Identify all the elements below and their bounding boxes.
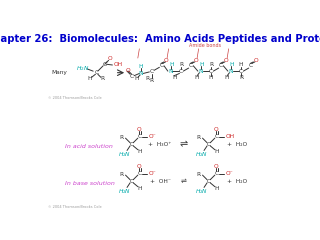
Text: O: O	[223, 58, 228, 63]
Text: R: R	[179, 62, 183, 67]
Text: Many: Many	[52, 70, 68, 75]
Text: R: R	[197, 172, 201, 177]
Text: O: O	[125, 68, 130, 73]
Text: O⁻: O⁻	[148, 171, 156, 176]
Text: H: H	[209, 75, 213, 80]
Text: H: H	[214, 186, 219, 191]
Text: OH: OH	[113, 62, 122, 67]
Text: N: N	[228, 69, 232, 74]
Text: R: R	[120, 135, 124, 140]
Text: N: N	[198, 69, 203, 74]
Text: H: H	[199, 62, 204, 67]
Text: C: C	[150, 69, 154, 74]
Text: © 2004 Thomson/Brooks Cole: © 2004 Thomson/Brooks Cole	[49, 205, 102, 210]
Text: C: C	[137, 171, 141, 176]
Text: $H_2N$: $H_2N$	[76, 64, 90, 72]
Text: ⇌: ⇌	[179, 139, 187, 149]
Text: H: H	[229, 62, 234, 67]
Text: ⇌: ⇌	[180, 178, 186, 184]
Text: OH: OH	[226, 134, 235, 139]
Text: C: C	[130, 142, 134, 147]
Text: H: H	[172, 75, 177, 80]
Text: © 2004 Thomson/Brooks Cole: © 2004 Thomson/Brooks Cole	[49, 96, 102, 100]
Text: H: H	[214, 149, 219, 154]
Text: In base solution: In base solution	[66, 181, 115, 186]
Text: C: C	[137, 134, 141, 139]
Text: C: C	[94, 70, 98, 75]
Text: N: N	[168, 69, 172, 74]
Text: R: R	[239, 75, 243, 80]
Text: C: C	[160, 63, 164, 68]
Text: H: H	[239, 62, 243, 67]
Text: O: O	[137, 127, 142, 132]
Text: C: C	[130, 74, 134, 79]
Text: O: O	[253, 58, 258, 63]
Text: R: R	[120, 172, 124, 177]
Text: R: R	[150, 78, 154, 83]
Text: C: C	[130, 179, 134, 184]
Text: C: C	[179, 69, 183, 74]
Text: C: C	[207, 142, 211, 147]
Text: O: O	[164, 58, 169, 63]
Text: O⁻: O⁻	[226, 171, 233, 176]
Text: C: C	[103, 62, 107, 67]
Text: In acid solution: In acid solution	[66, 144, 113, 149]
Text: N: N	[139, 71, 143, 76]
Text: O: O	[108, 56, 112, 61]
Text: O: O	[193, 58, 198, 63]
Text: +  H₃O⁺: + H₃O⁺	[148, 142, 172, 147]
Text: C: C	[239, 69, 243, 74]
Text: H: H	[88, 76, 92, 81]
Text: $H_2\!N$: $H_2\!N$	[118, 187, 130, 196]
Text: O⁻: O⁻	[148, 134, 156, 139]
Text: O: O	[137, 164, 142, 169]
Text: C: C	[214, 171, 219, 176]
Text: C: C	[214, 134, 219, 139]
Text: +  H₂O: + H₂O	[227, 179, 247, 184]
Text: R: R	[100, 76, 104, 81]
Text: H: H	[194, 75, 199, 80]
Text: O: O	[214, 127, 219, 132]
Text: Chapter 26:  Biomolecules:  Amino Acids Peptides and Proteins: Chapter 26: Biomolecules: Amino Acids Pe…	[0, 34, 320, 44]
Text: Amide bonds: Amide bonds	[189, 43, 221, 48]
Text: O: O	[214, 164, 219, 169]
Text: H: H	[135, 76, 139, 81]
Text: H: H	[139, 64, 143, 69]
Text: H: H	[224, 75, 228, 80]
Text: C: C	[219, 63, 223, 68]
Text: H: H	[137, 186, 142, 191]
Text: C: C	[207, 179, 211, 184]
Text: +  OH⁻: + OH⁻	[150, 179, 171, 184]
Text: R: R	[197, 135, 201, 140]
Text: C: C	[209, 69, 213, 74]
Text: H: H	[137, 149, 142, 154]
Text: $H_2\!N$: $H_2\!N$	[195, 187, 207, 196]
Text: R: R	[209, 62, 213, 67]
Text: R: R	[145, 76, 149, 81]
Text: H: H	[170, 62, 174, 67]
Text: $H_2\!N$: $H_2\!N$	[118, 150, 130, 159]
Text: C: C	[189, 63, 193, 68]
Text: C: C	[249, 63, 253, 68]
Text: +  H₂O: + H₂O	[227, 142, 247, 147]
Text: $H_2\!N$: $H_2\!N$	[195, 150, 207, 159]
